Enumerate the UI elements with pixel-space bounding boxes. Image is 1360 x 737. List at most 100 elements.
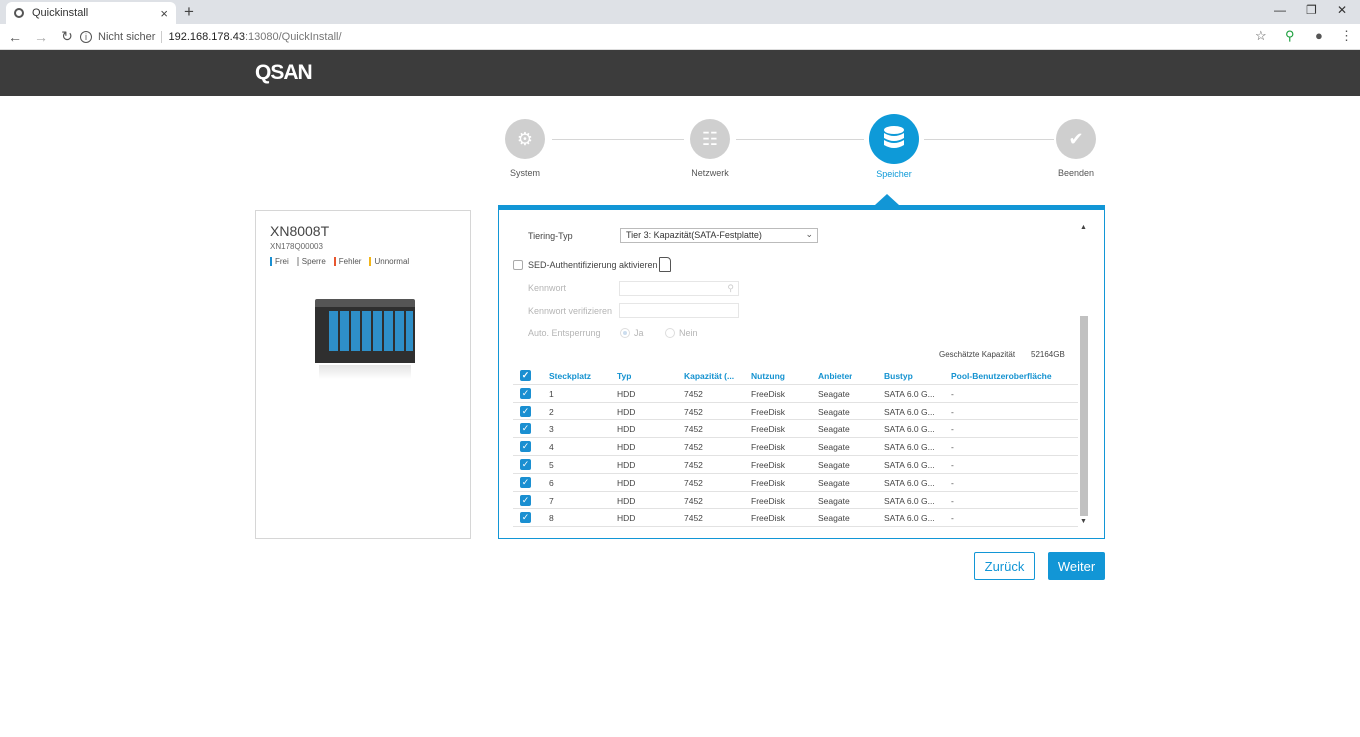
app-header: QSAN [0,50,1360,96]
device-model: XN8008T [270,223,330,239]
address-bar[interactable]: i Nicht sicher 192.168.178.43 :13080/Qui… [80,27,1280,47]
cell-usage: FreeDisk [751,424,786,435]
browser-toolbar: ← → ↻ i Nicht sicher 192.168.178.43 :130… [0,24,1360,50]
cell-type: HDD [617,388,636,399]
disk-bay[interactable] [384,311,393,351]
cell-pool: - [951,513,954,524]
cell-usage: FreeDisk [751,495,786,506]
step-network: ☷ Netzwerk [670,119,750,178]
tiering-type-select[interactable]: Tier 3: Kapazität(SATA-Festplatte) ⌄ [620,228,818,243]
tab-close-icon[interactable]: × [160,5,168,21]
restore-icon[interactable]: ❐ [1306,3,1317,17]
table-body: ✓ 1 HDD 7452 FreeDisk Seagate SATA 6.0 G... - ✓ 2… [513,385,1078,528]
select-all-checkbox[interactable]: ✓ [520,370,531,381]
device-panel: XN8008T XN178Q00003 Frei Sperre Fehler U… [255,210,471,539]
column-header[interactable]: Typ [617,371,632,381]
new-tab-button[interactable]: + [184,2,194,21]
minimize-icon[interactable]: — [1274,3,1286,17]
gear-icon: ⚙ [505,119,545,159]
cell-type: HDD [617,406,636,417]
cell-type: HDD [617,424,636,435]
step-label: Speicher [876,169,912,179]
sed-auth-checkbox[interactable] [513,260,523,270]
back-button[interactable]: Zurück [974,552,1035,580]
row-checkbox[interactable]: ✓ [520,387,531,399]
table-row[interactable]: ✓ 1 HDD 7452 FreeDisk Seagate SATA 6.0 G... - [513,385,1078,403]
disk-bay[interactable] [329,311,338,351]
column-header[interactable]: Kapazität (... [684,371,735,381]
cell-vendor: Seagate [818,459,850,470]
legend-item: Unnormal [369,257,409,266]
cell-pool: - [951,459,954,470]
close-window-icon[interactable]: ✕ [1337,3,1348,17]
password-input[interactable]: ⚲ [619,281,739,296]
cell-slot: 1 [549,388,554,399]
legend-swatch [270,257,272,266]
cell-capacity: 7452 [684,442,703,453]
scrollbar-thumb[interactable] [1080,316,1088,516]
table-row[interactable]: ✓ 3 HDD 7452 FreeDisk Seagate SATA 6.0 G... - [513,420,1078,439]
row-checkbox[interactable]: ✓ [520,423,531,435]
column-header[interactable]: Bustyp [884,371,913,381]
password-verify-input[interactable] [619,303,739,318]
cell-type: HDD [617,459,636,470]
password-label: Kennwort [528,283,567,293]
scroll-down-icon[interactable]: ▼ [1080,518,1087,525]
column-header[interactable]: Pool-Benutzeroberfläche [951,371,1052,381]
disk-bay[interactable] [406,311,413,351]
scrollbar[interactable]: ▲ ▼ [1079,224,1089,528]
column-header[interactable]: Anbieter [818,371,853,381]
cell-bus: SATA 6.0 G... [884,495,935,506]
cell-usage: FreeDisk [751,388,786,399]
check-icon: ✔ [1056,119,1096,159]
row-checkbox[interactable]: ✓ [520,512,531,524]
row-checkbox[interactable]: ✓ [520,458,531,470]
auto-unlock-label: Auto. Entsperrung [528,328,601,338]
column-header[interactable]: Nutzung [751,371,785,381]
cell-usage: FreeDisk [751,442,786,453]
disk-bay[interactable] [362,311,371,351]
disk-bay[interactable] [340,311,349,351]
browser-tab[interactable]: Quickinstall × [6,2,176,24]
cell-type: HDD [617,495,636,506]
disk-bay[interactable] [373,311,382,351]
legend-swatch [296,257,299,266]
table-row[interactable]: ✓ 6 HDD 7452 FreeDisk Seagate SATA 6.0 G... - [513,474,1078,492]
disk-table: ✓ Steckplatz Typ Kapazität (... Nutzung … [513,367,1078,528]
table-row[interactable]: ✓ 8 HDD 7452 FreeDisk Seagate SATA 6.0 G... - [513,509,1078,528]
cell-slot: 7 [549,495,554,506]
auto-unlock-yes-radio[interactable] [620,328,630,338]
disk-bay[interactable] [395,311,404,351]
scroll-up-icon[interactable]: ▲ [1080,224,1087,231]
cell-capacity: 7452 [684,495,703,506]
table-row[interactable]: ✓ 7 HDD 7452 FreeDisk Seagate SATA 6.0 G... - [513,492,1078,510]
step-storage: Speicher [854,114,934,179]
row-checkbox[interactable]: ✓ [520,494,531,506]
active-step-pointer [875,194,899,205]
info-icon[interactable]: i [80,31,92,43]
table-row[interactable]: ✓ 2 HDD 7452 FreeDisk Seagate SATA 6.0 G... - [513,403,1078,421]
disk-bay[interactable] [351,311,360,351]
back-arrow-icon[interactable]: ← [8,28,22,45]
column-header[interactable]: Steckplatz [549,371,592,381]
cell-bus: SATA 6.0 G... [884,477,935,488]
row-checkbox[interactable]: ✓ [520,476,531,488]
cell-capacity: 7452 [684,424,703,435]
row-checkbox[interactable]: ✓ [520,441,531,453]
forward-arrow-icon[interactable]: → [34,28,48,45]
next-button[interactable]: Weiter [1048,552,1105,580]
cell-slot: 8 [549,513,554,524]
document-icon[interactable] [659,257,671,272]
menu-dots-icon[interactable]: ⋮ [1340,28,1353,43]
key-extension-icon[interactable]: ⚲ [1285,28,1295,43]
reload-icon[interactable]: ↻ [61,28,73,44]
network-icon: ☷ [690,119,730,159]
row-checkbox[interactable]: ✓ [520,405,531,417]
auto-unlock-no-radio[interactable] [665,328,675,338]
cell-pool: - [951,388,954,399]
table-row[interactable]: ✓ 4 HDD 7452 FreeDisk Seagate SATA 6.0 G... - [513,438,1078,456]
table-row[interactable]: ✓ 5 HDD 7452 FreeDisk Seagate SATA 6.0 G... - [513,456,1078,474]
bookmark-star-icon[interactable]: ☆ [1255,28,1267,43]
profile-icon[interactable]: ● [1315,28,1323,43]
storage-config-panel: Tiering-Typ Tier 3: Kapazität(SATA-Festp… [498,205,1105,539]
